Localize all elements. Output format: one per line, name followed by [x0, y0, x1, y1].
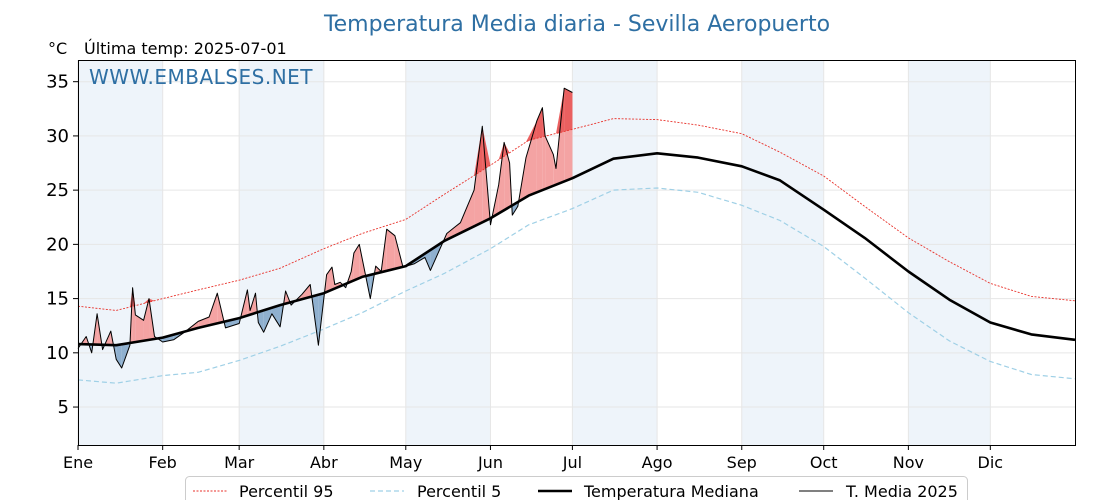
x-tick-label: Oct — [810, 453, 838, 472]
x-tick-label: Ago — [642, 453, 673, 472]
grid-lines — [77, 60, 1075, 445]
x-tick-label: Sep — [727, 453, 757, 472]
watermark: WWW.EMBALSES.NET — [89, 65, 313, 89]
x-axis: Ene Feb Mar Abr May Jun Jul Ago Sep Oct Nov Dic — [63, 445, 1003, 472]
x-tick-label: May — [389, 453, 422, 472]
month-band — [741, 60, 824, 445]
legend-box — [185, 476, 968, 500]
anomaly-fill-below — [263, 307, 272, 333]
x-tick-label: Jun — [477, 453, 503, 472]
anomaly-fill-above — [498, 142, 505, 214]
anomaly-fill-below — [258, 310, 264, 333]
anomaly-fill-above — [386, 229, 395, 271]
y-tick-label: 25 — [46, 180, 69, 201]
month-band — [908, 60, 991, 445]
y-tick-label: 20 — [46, 234, 69, 255]
legend-label-median: Temperatura Mediana — [583, 482, 759, 500]
series-lines — [77, 87, 1076, 384]
month-band — [78, 60, 163, 445]
x-tick-label: Abr — [310, 453, 338, 472]
y-tick-label: 30 — [46, 126, 69, 147]
x-tick-label: Mar — [224, 453, 255, 472]
legend: Percentil 95 Percentil 5 Temperatura Med… — [185, 476, 968, 500]
y-tick-label: 10 — [46, 343, 69, 364]
series-line-current — [77, 87, 573, 369]
anomaly-fill-above — [135, 314, 144, 343]
series-line-p95 — [77, 118, 1076, 311]
anomaly-fill-extreme — [536, 107, 543, 139]
anomaly-fill-below — [424, 250, 431, 271]
y-tick-label: 15 — [46, 289, 69, 310]
y-axis: 5 10 15 20 25 30 35 — [46, 72, 78, 418]
anomaly-fill-extreme — [474, 126, 483, 176]
month-band — [239, 60, 324, 445]
anomaly-fill-above — [301, 284, 311, 300]
anomaly-fill-above — [545, 135, 554, 190]
y-tick-label: 35 — [46, 72, 69, 93]
anomaly-fill-extreme — [482, 126, 491, 171]
anomaly-fill-extreme — [564, 88, 573, 132]
x-tick-label: Jul — [562, 453, 582, 472]
x-tick-label: Dic — [978, 453, 1004, 472]
anomaly-fill-above — [460, 190, 475, 234]
series-line-median — [77, 152, 1076, 347]
anomaly-fill-above — [209, 293, 218, 326]
anomaly-fill-extreme — [556, 88, 565, 134]
anomaly-fill-above — [525, 120, 537, 198]
anomaly-fill-above — [553, 154, 557, 186]
anomaly-fill-below — [225, 318, 240, 328]
plot-frame — [78, 60, 1076, 446]
anomaly-fill-extreme — [525, 120, 537, 143]
last-temp-label: Última temp: 2025-07-01 — [84, 39, 287, 58]
month-band — [572, 60, 658, 445]
legend-label-current: T. Media 2025 — [845, 482, 958, 500]
series-line-p5 — [77, 187, 1076, 384]
anomaly-fill-above — [353, 244, 360, 281]
month-band — [405, 60, 491, 445]
anomaly-fill-above — [143, 298, 150, 341]
legend-label-p5: Percentil 5 — [417, 482, 501, 500]
month-bands — [78, 60, 991, 445]
x-tick-label: Feb — [149, 453, 177, 472]
legend-label-p95: Percentil 95 — [239, 482, 334, 500]
anomaly-fill-extreme — [149, 298, 155, 303]
anomaly-fill-below — [116, 344, 122, 368]
unit-label: °C — [48, 39, 67, 58]
chart-title: Temperatura Media diaria - Sevilla Aerop… — [323, 12, 830, 37]
anomaly-fill-below — [271, 305, 281, 327]
x-tick-label: Nov — [893, 453, 924, 472]
x-tick-label: Ene — [63, 453, 93, 472]
y-tick-label: 5 — [58, 397, 69, 418]
